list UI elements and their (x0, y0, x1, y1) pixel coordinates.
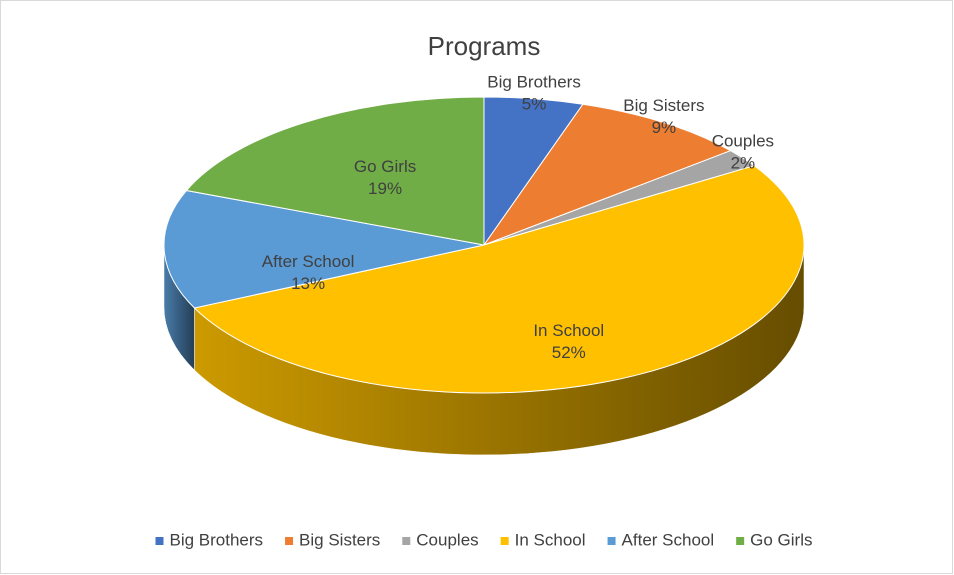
chart-title: Programs (428, 31, 541, 61)
data-label-value: 2% (731, 153, 756, 172)
data-label-name: Go Girls (354, 157, 416, 176)
slice (185, 96, 485, 246)
data-label-name: Big Brothers (487, 72, 581, 91)
legend-label: Big Sisters (299, 530, 380, 549)
legend-swatch (285, 537, 294, 545)
data-label-value: 13% (291, 274, 325, 293)
data-label-name: In School (533, 321, 604, 340)
legend-label: After School (622, 530, 715, 549)
legend-swatch (402, 537, 411, 545)
data-label-name: Big Sisters (623, 96, 704, 115)
slice (163, 189, 485, 309)
data-label-name: After School (262, 252, 355, 271)
data-label-name: Couples (712, 131, 774, 150)
legend-label: Go Girls (750, 530, 812, 549)
slice (482, 103, 732, 247)
legend-swatch (607, 537, 616, 545)
legend-label: Big Brothers (169, 530, 263, 549)
legend-swatch (500, 537, 509, 545)
data-label-value: 52% (552, 343, 586, 362)
legend-label: In School (515, 530, 586, 549)
legend-swatch (736, 537, 745, 545)
data-label-value: 9% (652, 118, 677, 137)
slice (193, 165, 805, 394)
data-label-value: 19% (368, 179, 402, 198)
data-label-value: 5% (522, 94, 547, 113)
legend-swatch (155, 537, 164, 545)
legend-label: Couples (416, 530, 478, 549)
